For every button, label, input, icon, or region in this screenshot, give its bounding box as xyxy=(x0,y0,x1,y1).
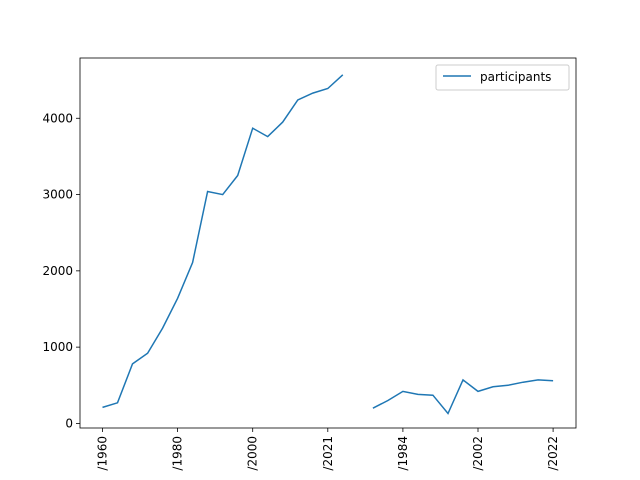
y-axis: 0 1000 2000 3000 4000 xyxy=(42,111,80,430)
x-tick-label: /2002 xyxy=(471,436,485,471)
y-tick-label: 0 xyxy=(65,416,73,430)
x-tick-label: /1984 xyxy=(396,436,410,471)
y-tick-label: 3000 xyxy=(42,188,73,202)
x-tick-label: /2022 xyxy=(546,436,560,471)
x-tick-label: /1960 xyxy=(96,436,110,471)
x-axis: /1960/1980/2000/2021/1984/2002/2022 xyxy=(96,428,560,471)
axes-frame xyxy=(79,57,577,429)
legend-box xyxy=(435,64,570,91)
legend: participants xyxy=(435,64,570,91)
series-line-segment-2 xyxy=(372,378,554,415)
x-tick-label: /2021 xyxy=(321,436,335,471)
series-line-segment-1 xyxy=(102,74,344,409)
legend-label: participants xyxy=(480,70,551,84)
y-tick-label: 2000 xyxy=(42,264,73,278)
x-tick-label: /1980 xyxy=(171,436,185,471)
y-tick-label: 4000 xyxy=(42,111,73,125)
x-tick-label: /2000 xyxy=(246,436,260,471)
plot-area xyxy=(102,74,554,415)
y-tick-label: 1000 xyxy=(42,340,73,354)
